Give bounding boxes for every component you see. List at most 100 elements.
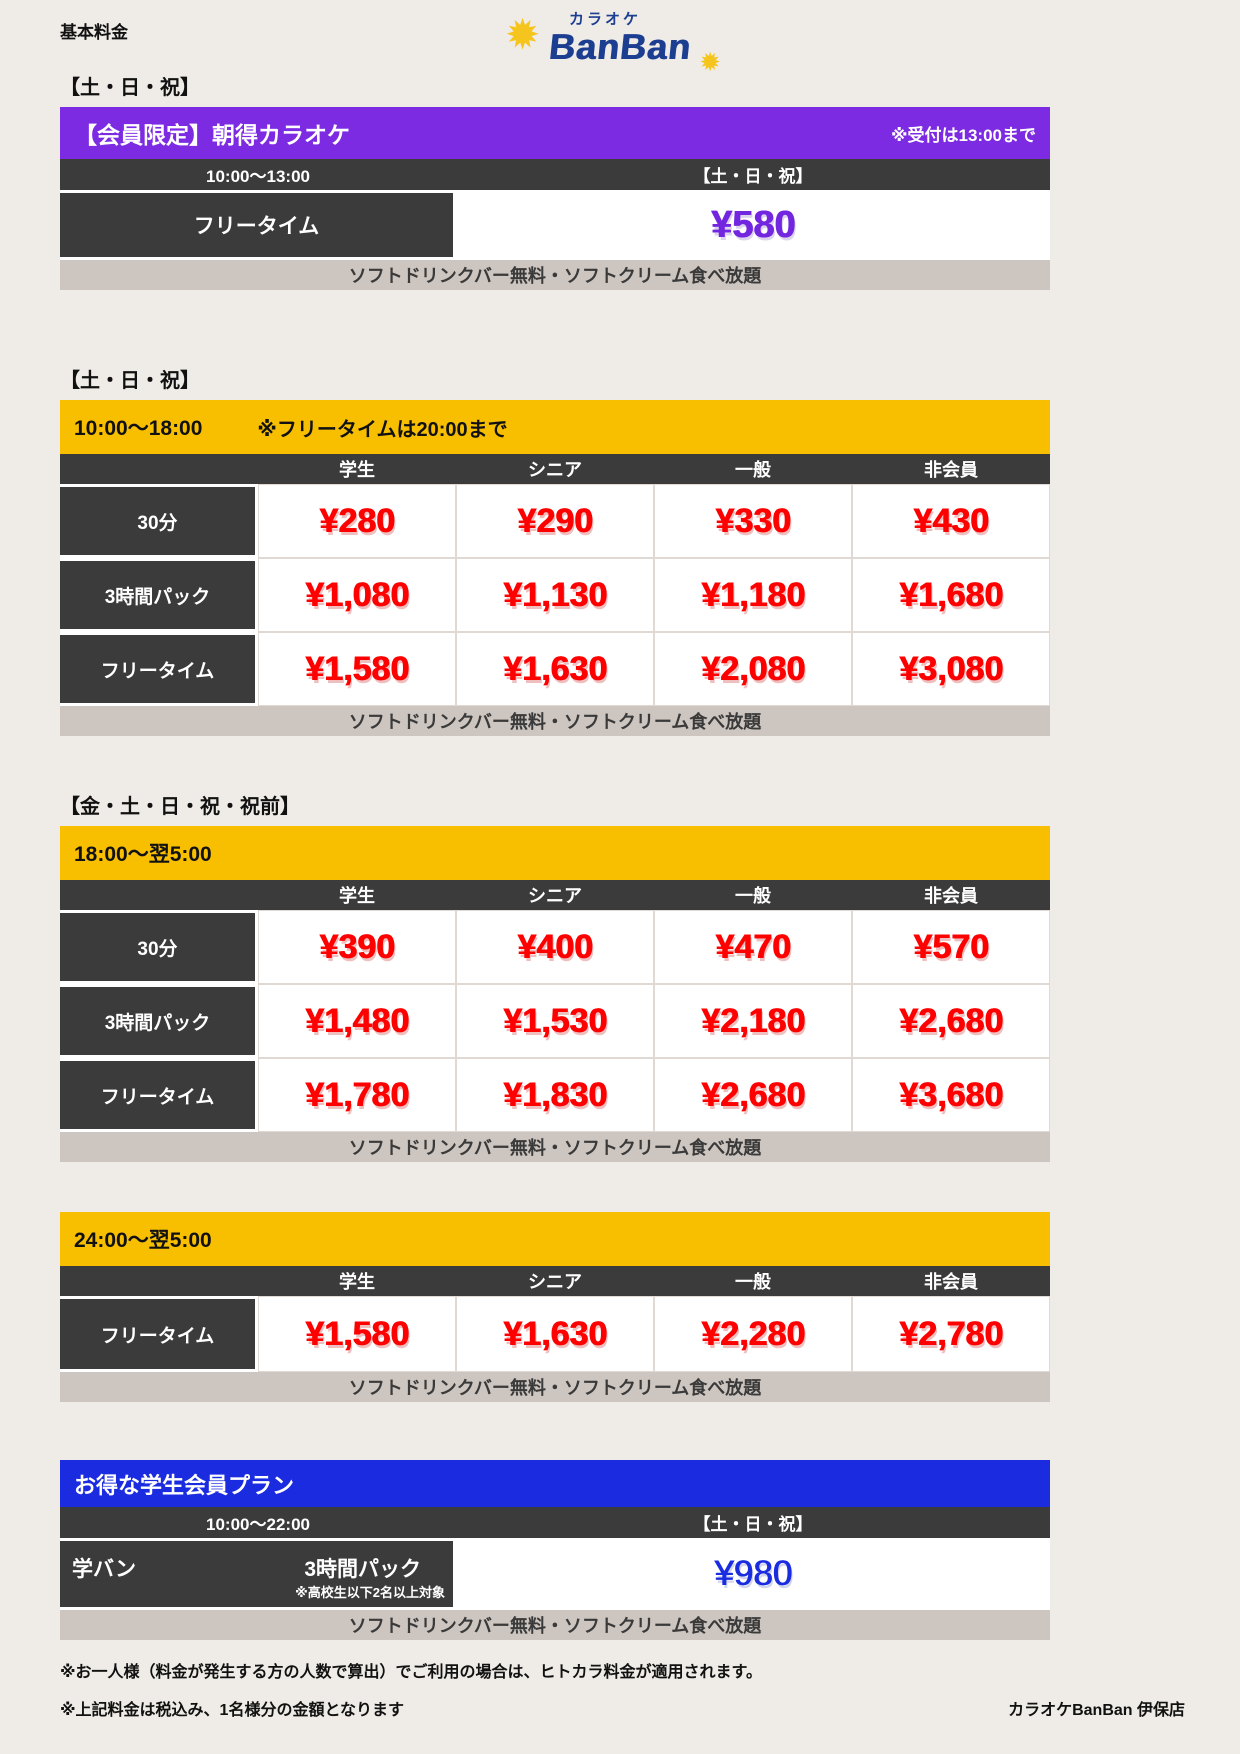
column-headers: 学生 シニア 一般 非会員 — [60, 1266, 1050, 1296]
price-cell: ¥1,830 — [456, 1058, 654, 1132]
day-label: 【金・土・日・祝・祝前】 — [60, 796, 300, 818]
row-label: 30分 — [60, 910, 258, 984]
table-row: フリータイム ¥1,780 ¥1,830 ¥2,680 ¥3,680 — [60, 1058, 1050, 1132]
price-cell: ¥1,680 — [852, 558, 1050, 632]
price: ¥1,180 — [701, 575, 805, 614]
price-cell: ¥3,080 — [852, 632, 1050, 706]
price-cell: ¥470 — [654, 910, 852, 984]
column-header: 学生 — [339, 1272, 375, 1292]
table-row: 3時間パック ¥1,080 ¥1,130 ¥1,180 ¥1,680 — [60, 558, 1050, 632]
price: ¥570 — [913, 927, 989, 966]
drink-note: ソフトドリンクバー無料・ソフトクリーム食べ放題 — [60, 1372, 1050, 1402]
price: ¥1,780 — [305, 1075, 409, 1114]
banner-note: ※受付は13:00まで — [890, 125, 1036, 145]
page-title: 基本料金 — [60, 23, 128, 42]
price: ¥2,780 — [899, 1314, 1003, 1353]
table-row: フリータイム ¥1,580 ¥1,630 ¥2,280 ¥2,780 — [60, 1296, 1050, 1372]
footer-notes: ※お一人様（料金が発生する方の人数で算出）でご利用の場合は、ヒトカラ料金が適用さ… — [60, 1658, 1185, 1720]
section-student-plan: お得な学生会員プラン 10:00～22:00 【土・日・祝】 学バン 3時間パッ… — [60, 1460, 1050, 1640]
column-header: シニア — [528, 886, 582, 906]
time-range: 18:00～翌5:00 — [74, 843, 212, 866]
price-cell: ¥400 — [456, 910, 654, 984]
price: ¥290 — [517, 501, 593, 540]
late-night-banner: 24:00～翌5:00 — [60, 1212, 1050, 1266]
price-cell: ¥3,680 — [852, 1058, 1050, 1132]
column-header: 非会員 — [924, 460, 978, 480]
morning-banner: 【会員限定】朝得カラオケ ※受付は13:00まで — [60, 107, 1050, 159]
drink-note: ソフトドリンクバー無料・ソフトクリーム食べ放題 — [60, 706, 1050, 736]
price: ¥1,630 — [503, 649, 607, 688]
plan-name: 学バン — [72, 1558, 137, 1581]
drink-note: ソフトドリンクバー無料・ソフトクリーム食べ放題 — [60, 1610, 1050, 1640]
section-daytime-weekend: 【土・日・祝】 10:00～18:00 ※フリータイムは20:00まで 学生 シ… — [60, 364, 1050, 736]
price: ¥3,080 — [899, 649, 1003, 688]
night-banner: 18:00～翌5:00 — [60, 826, 1050, 880]
price-cell: ¥2,680 — [852, 984, 1050, 1058]
time-range: 10:00～13:00 — [206, 167, 310, 186]
price: ¥2,180 — [701, 1001, 805, 1040]
price: ¥400 — [517, 927, 593, 966]
column-header-empty — [60, 1266, 258, 1296]
price-cell: ¥2,680 — [654, 1058, 852, 1132]
column-header: 非会員 — [924, 886, 978, 906]
banner-title: 【会員限定】朝得カラオケ — [74, 122, 350, 148]
plan-label-cell: 学バン 3時間パック ※高校生以下2名以上対象 — [60, 1538, 456, 1610]
table-row: 30分 ¥390 ¥400 ¥470 ¥570 — [60, 910, 1050, 984]
price: ¥1,630 — [503, 1314, 607, 1353]
price: ¥2,280 — [701, 1314, 805, 1353]
price: ¥1,680 — [899, 575, 1003, 614]
price: ¥470 — [715, 927, 791, 966]
row-label: 3時間パック — [60, 984, 258, 1058]
price: ¥1,530 — [503, 1001, 607, 1040]
store-name: カラオケBanBan 伊保店 — [1008, 1702, 1185, 1719]
section-morning-karaoke: 【土・日・祝】 【会員限定】朝得カラオケ ※受付は13:00まで 10:00～1… — [60, 71, 1050, 290]
price-cell: ¥330 — [654, 484, 852, 558]
section-late-night: 24:00～翌5:00 学生 シニア 一般 非会員 フリータイム ¥1,580 … — [60, 1212, 1050, 1402]
price-cell: ¥1,130 — [456, 558, 654, 632]
column-header-empty — [60, 880, 258, 910]
price-cell: ¥280 — [258, 484, 456, 558]
column-header: 一般 — [735, 886, 771, 906]
price-cell: ¥2,780 — [852, 1296, 1050, 1372]
price: ¥2,080 — [701, 649, 805, 688]
price: ¥1,130 — [503, 575, 607, 614]
section-night: 【金・土・日・祝・祝前】 18:00～翌5:00 学生 シニア 一般 非会員 3… — [60, 790, 1050, 1162]
price-cell: ¥2,180 — [654, 984, 852, 1058]
price-cell: ¥1,580 — [258, 1296, 456, 1372]
price: ¥1,580 — [305, 649, 409, 688]
price-cell: ¥1,080 — [258, 558, 456, 632]
column-header: 一般 — [735, 1272, 771, 1292]
plan-note: ※高校生以下2名以上対象 — [295, 1585, 445, 1600]
price-cell: ¥980 — [456, 1538, 1050, 1610]
daytime-banner: 10:00～18:00 ※フリータイムは20:00まで — [60, 400, 1050, 454]
time-note: ※フリータイムは20:00まで — [257, 418, 508, 441]
column-header: 学生 — [339, 886, 375, 906]
price-cell: ¥1,580 — [258, 632, 456, 706]
time-day-header: 10:00～22:00 【土・日・祝】 — [60, 1507, 1050, 1538]
day-range: 【土・日・祝】 — [693, 1515, 813, 1534]
price: ¥1,480 — [305, 1001, 409, 1040]
price: ¥2,680 — [701, 1075, 805, 1114]
price: ¥430 — [913, 501, 989, 540]
drink-note: ソフトドリンクバー無料・ソフトクリーム食べ放題 — [60, 260, 1050, 290]
price: ¥280 — [319, 501, 395, 540]
row-label: フリータイム — [60, 1296, 258, 1372]
time-day-header: 10:00～13:00 【土・日・祝】 — [60, 159, 1050, 190]
note-tax-row: ※上記料金は税込み、1名様分の金額となります カラオケBanBan 伊保店 — [60, 1696, 1185, 1720]
day-label: 【土・日・祝】 — [60, 77, 200, 99]
column-header: 非会員 — [924, 1272, 978, 1292]
table-row: 30分 ¥280 ¥290 ¥330 ¥430 — [60, 484, 1050, 558]
student-plan-banner: お得な学生会員プラン — [60, 1460, 1050, 1507]
price: ¥3,680 — [899, 1075, 1003, 1114]
column-headers: 学生 シニア 一般 非会員 — [60, 454, 1050, 484]
price: ¥390 — [319, 927, 395, 966]
column-header: シニア — [528, 1272, 582, 1292]
day-range: 【土・日・祝】 — [693, 167, 813, 186]
price-cell: ¥570 — [852, 910, 1050, 984]
price-cell: ¥1,630 — [456, 632, 654, 706]
day-label: 【土・日・祝】 — [60, 370, 200, 392]
row-label: 30分 — [60, 484, 258, 558]
price: ¥2,680 — [899, 1001, 1003, 1040]
note-hitokara: ※お一人様（料金が発生する方の人数で算出）でご利用の場合は、ヒトカラ料金が適用さ… — [60, 1664, 762, 1681]
column-header: 学生 — [339, 460, 375, 480]
